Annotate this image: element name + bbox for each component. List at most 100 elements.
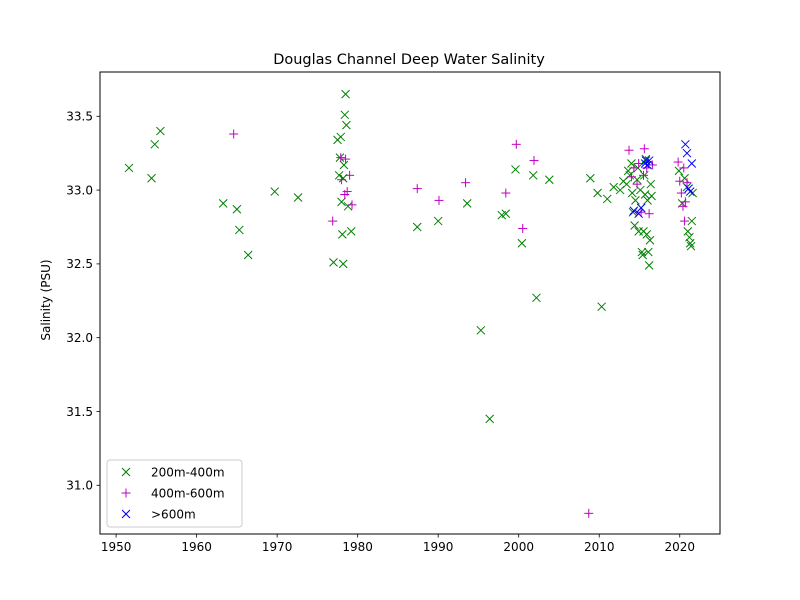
x-tick-label: 1990: [423, 540, 454, 554]
y-tick-label: 31.0: [66, 479, 93, 493]
data-point: [624, 145, 634, 155]
data-point: [673, 157, 683, 167]
data-point: [609, 182, 619, 192]
data-point: [622, 179, 631, 189]
data-point: [685, 238, 695, 248]
data-point: [338, 230, 347, 239]
data-point: [270, 187, 280, 196]
data-point: [639, 170, 649, 180]
data-point: [156, 126, 165, 136]
data-point: [675, 176, 685, 186]
data-point: [336, 153, 346, 163]
data-point: [685, 187, 695, 196]
data-point: [218, 199, 228, 208]
data-point: [642, 230, 652, 239]
y-tick-label: 33.5: [66, 110, 93, 124]
y-tick-label: 31.5: [66, 405, 93, 419]
data-point: [631, 196, 640, 205]
x-tick-label: 2000: [503, 540, 534, 554]
data-point: [640, 159, 650, 168]
legend-marker: [121, 509, 131, 519]
data-point: [501, 209, 511, 219]
data-point: [584, 508, 594, 518]
data-point: [636, 203, 646, 213]
data-point: [544, 175, 554, 185]
data-point: [682, 148, 692, 158]
data-point: [234, 225, 244, 235]
data-point: [232, 204, 242, 214]
data-point: [434, 195, 444, 205]
data-point: [639, 144, 649, 154]
legend-marker: [121, 467, 131, 477]
data-point: [485, 414, 495, 424]
y-axis-title: Salinity (PSU): [39, 259, 53, 340]
data-point: [462, 199, 472, 208]
data-point: [683, 227, 693, 236]
y-tick-label: 32.5: [66, 257, 93, 271]
data-point: [632, 179, 642, 189]
data-point: [681, 139, 690, 149]
data-point: [412, 222, 422, 232]
data-point: [328, 216, 338, 226]
data-point: [342, 120, 351, 130]
data-points: [124, 89, 697, 518]
data-point: [643, 247, 653, 257]
legend-item: 200m-400m: [121, 465, 225, 479]
x-tick-label: 2010: [584, 540, 615, 554]
data-point: [532, 293, 541, 303]
data-point: [644, 209, 654, 219]
data-point: [476, 325, 486, 335]
chart-title: Douglas Channel Deep Water Salinity: [273, 52, 545, 68]
series-2: [229, 129, 692, 518]
data-point: [412, 184, 422, 194]
data-point: [518, 223, 528, 233]
data-point: [517, 238, 527, 248]
x-tick-label: 1970: [262, 540, 293, 554]
data-point: [646, 179, 656, 189]
data-point: [636, 207, 646, 217]
data-point: [645, 235, 655, 245]
legend-item: >600m: [121, 507, 196, 521]
y-tick-label: 33.0: [66, 183, 93, 197]
data-point: [686, 241, 696, 251]
data-point: [647, 160, 657, 170]
data-point: [340, 110, 350, 120]
data-point: [634, 209, 644, 219]
data-point: [124, 163, 134, 173]
data-point: [682, 178, 692, 188]
legend-label: >600m: [151, 507, 196, 521]
data-point: [684, 184, 693, 193]
data-point: [501, 188, 511, 198]
data-point: [602, 194, 612, 204]
data-point: [629, 206, 639, 216]
data-point: [687, 216, 697, 226]
data-point: [337, 197, 346, 207]
data-point: [229, 129, 239, 139]
data-point: [243, 250, 253, 260]
data-point: [637, 247, 647, 257]
data-point: [343, 201, 353, 211]
data-point: [529, 156, 539, 166]
legend: 200m-400m 400m-600m >600m: [106, 459, 243, 528]
y-axis: 31.0 31.5 32.0 32.5 33.0 33.5: [66, 110, 100, 493]
data-point: [341, 154, 351, 164]
data-point: [461, 178, 471, 188]
data-point: [676, 188, 686, 198]
data-point: [336, 132, 346, 142]
x-tick-label: 1950: [101, 540, 132, 554]
data-point: [433, 216, 443, 226]
data-point: [680, 197, 690, 207]
data-point: [528, 170, 538, 180]
data-point: [687, 159, 697, 168]
data-point: [629, 163, 639, 173]
data-point: [346, 227, 356, 236]
data-point: [339, 160, 349, 170]
plot-area: [99, 71, 721, 535]
x-tick-label: 1980: [342, 540, 373, 554]
data-point: [511, 165, 520, 174]
data-point: [150, 139, 160, 149]
legend-label: 200m-400m: [151, 465, 225, 479]
data-point: [293, 193, 303, 202]
data-point: [338, 259, 348, 269]
